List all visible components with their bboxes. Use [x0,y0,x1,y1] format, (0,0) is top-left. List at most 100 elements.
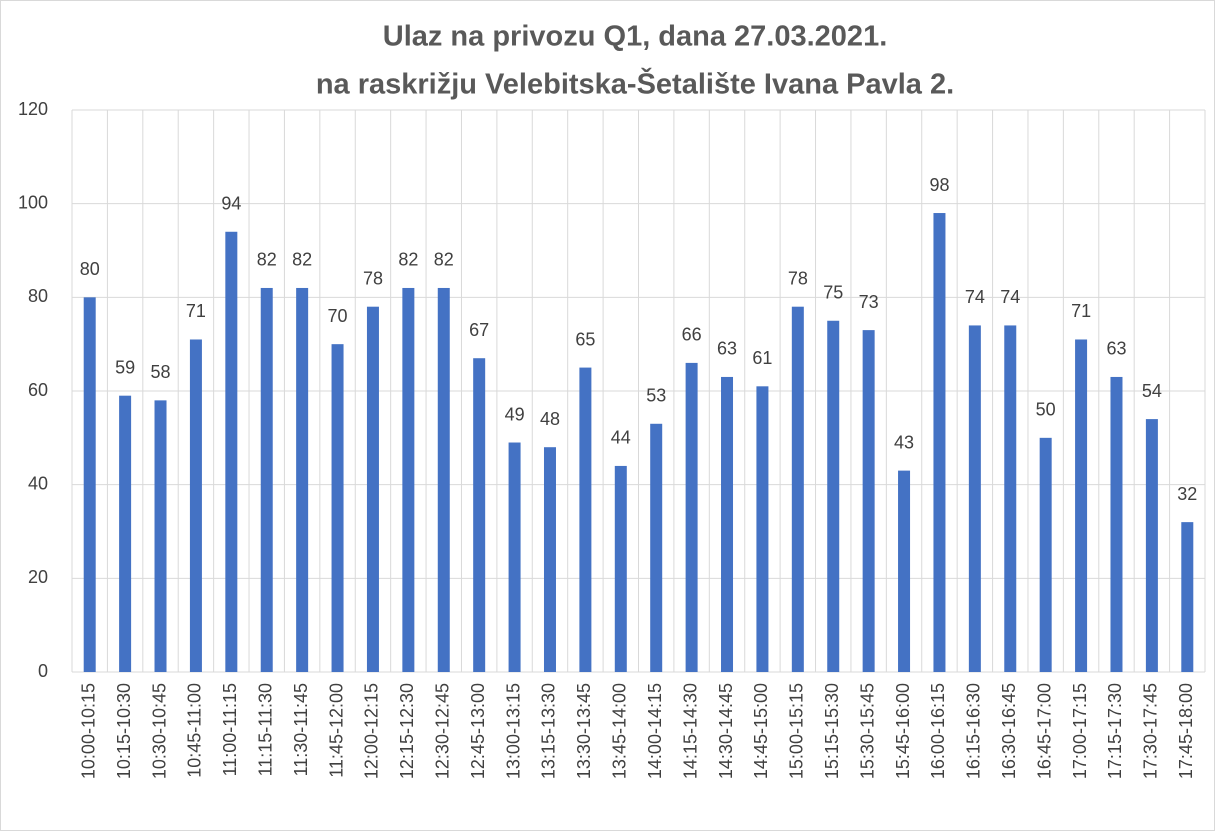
bar [508,442,521,672]
x-tick-label: 11:30-11:45 [291,683,311,776]
data-label: 67 [469,320,489,340]
data-label: 59 [115,357,135,377]
y-tick-label: 80 [28,286,48,306]
y-tick-label: 0 [38,661,48,681]
x-tick-label: 10:45-11:00 [185,683,205,778]
x-tick-label: 15:30-15:45 [857,683,877,779]
data-label: 82 [292,250,312,270]
x-tick-label: 16:30-16:45 [999,683,1019,779]
bar [1181,522,1194,672]
bar [1110,376,1123,672]
bar [154,400,167,672]
y-tick-label: 120 [18,99,48,119]
bar [402,287,415,672]
data-label: 48 [540,409,560,429]
bar [437,287,450,672]
data-label: 82 [257,250,277,270]
data-label: 49 [505,404,525,424]
x-tick-label: 16:15-16:30 [964,683,984,779]
data-label: 50 [1036,400,1056,420]
bar [1145,419,1158,672]
x-tick-label: 16:45-17:00 [1034,683,1054,779]
x-tick-label: 11:45-12:00 [326,683,346,778]
bar [650,423,663,672]
x-tick-label: 13:15-13:30 [539,683,559,779]
x-tick-label: 12:15-12:30 [397,683,417,779]
bar [225,231,238,672]
bar [898,470,911,672]
x-tick-label: 10:15-10:30 [114,683,134,779]
bar [473,358,486,672]
bar [1075,339,1088,672]
data-label: 61 [752,348,772,368]
x-tick-label: 17:15-17:30 [1105,683,1125,779]
x-tick-label: 11:00-11:15 [220,683,240,776]
bar [827,320,840,672]
bar [862,330,875,672]
x-tick-label: 12:30-12:45 [433,683,453,779]
data-label: 71 [1071,301,1091,321]
data-label: 32 [1177,484,1197,504]
data-label: 58 [151,362,171,382]
x-tick-label: 15:00-15:15 [787,683,807,779]
x-tick-label: 13:30-13:45 [574,683,594,779]
x-tick-label: 15:45-16:00 [893,683,913,779]
data-label: 63 [717,339,737,359]
data-label: 74 [965,287,985,307]
data-label: 94 [221,194,241,214]
data-label: 73 [859,292,879,312]
bar [1039,437,1052,672]
bar [721,376,734,672]
bar [933,213,946,673]
bar [1004,325,1017,672]
data-label: 66 [682,325,702,345]
data-label: 82 [398,250,418,270]
bar [260,287,273,672]
bar [791,306,804,672]
bar [579,367,592,672]
data-label: 98 [929,175,949,195]
x-tick-label: 17:45-18:00 [1176,683,1196,779]
bar [119,395,132,672]
data-label: 80 [80,259,100,279]
bar [366,306,379,672]
bar [331,344,344,672]
chart-title: Ulaz na privozu Q1, dana 27.03.2021. [383,21,888,53]
x-tick-label: 10:30-10:45 [149,683,169,779]
bar [614,465,627,672]
x-tick-label: 14:30-14:45 [716,683,736,779]
data-label: 65 [575,329,595,349]
bar [968,325,981,672]
x-tick-label: 14:45-15:00 [751,683,771,779]
x-tick-label: 13:00-13:15 [503,683,523,779]
bar [189,339,202,672]
y-tick-label: 100 [18,192,48,212]
data-label: 53 [646,386,666,406]
data-label: 54 [1142,381,1162,401]
y-tick-label: 40 [28,473,48,493]
x-tick-label: 10:00-10:15 [78,683,98,779]
x-tick-label: 14:00-14:15 [645,683,665,779]
data-label: 78 [788,268,808,288]
data-label: 70 [328,306,348,326]
data-label: 75 [823,283,843,303]
x-tick-label: 12:00-12:15 [362,683,382,779]
x-tick-label: 17:00-17:15 [1070,683,1090,779]
data-label: 82 [434,250,454,270]
bar [83,297,96,672]
data-label: 74 [1000,287,1020,307]
chart-title: na raskrižju Velebitska-Šetalište Ivana … [316,67,954,101]
x-tick-label: 12:45-13:00 [468,683,488,779]
x-tick-label: 15:15-15:30 [822,683,842,779]
y-tick-label: 20 [28,567,48,587]
data-label: 78 [363,268,383,288]
bar [543,447,556,672]
bar [756,386,769,672]
x-tick-label: 14:15-14:30 [680,683,700,779]
x-tick-label: 11:15-11:30 [255,683,275,776]
data-label: 43 [894,432,914,452]
bar [685,362,698,672]
data-label: 44 [611,428,631,448]
